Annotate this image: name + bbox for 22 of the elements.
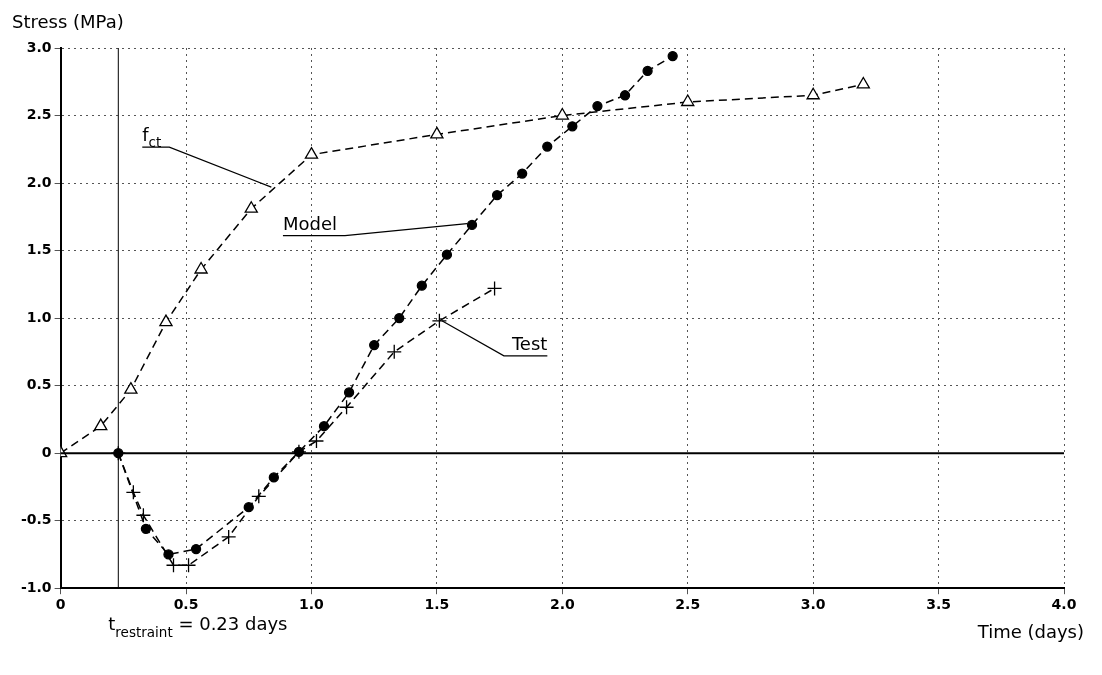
x-tick-label: 4.0 <box>1051 596 1077 613</box>
y-tick-label: -1.0 <box>20 578 52 595</box>
y-tick-label: 3.0 <box>26 38 52 55</box>
x-tick-label: 3.0 <box>800 596 826 613</box>
x-tick-label: 0 <box>55 596 66 613</box>
y-axis-title: Stress (MPa) <box>12 11 124 32</box>
x-tick-label: 0.5 <box>173 596 199 613</box>
y-tick-label: 0 <box>41 443 52 460</box>
y-tick-label: 1.5 <box>26 241 52 258</box>
annotation: Model <box>282 212 337 234</box>
x-axis-title: Time (days) <box>976 621 1084 643</box>
x-tick-label: 1.5 <box>424 596 450 613</box>
x-tick-label: 1.0 <box>299 596 325 613</box>
y-tick-label: 2.0 <box>26 173 52 190</box>
annotation: Test <box>510 332 548 354</box>
y-tick-label: 1.0 <box>26 308 52 325</box>
y-tick-label: 2.5 <box>26 106 52 123</box>
x-tick-label: 3.5 <box>926 596 951 613</box>
y-tick-label: -0.5 <box>20 511 52 528</box>
x-tick-label: 2.0 <box>549 596 575 613</box>
x-tick-label: 2.5 <box>675 596 701 613</box>
y-tick-label: 0.5 <box>26 376 52 393</box>
